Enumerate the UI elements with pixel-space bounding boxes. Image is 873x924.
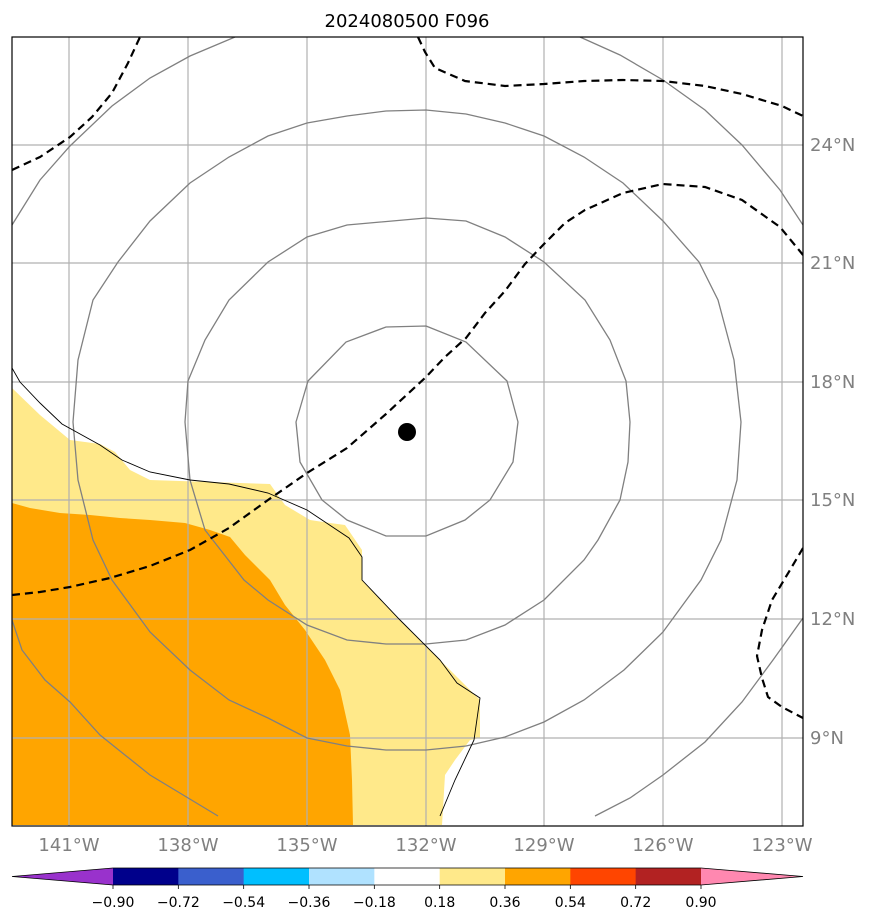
colorbar-extend-max [701, 868, 803, 885]
lat-label: 9°N [810, 728, 844, 749]
colorbar-tick-label: 0.18 [424, 895, 455, 911]
longitude-labels: 141°W 138°W 135°W 132°W 129°W 126°W 123°… [38, 835, 812, 856]
dashed-contours [12, 37, 803, 719]
lat-label: 18°N [810, 372, 855, 393]
distance-contours [12, 37, 803, 817]
lon-label: 135°W [276, 835, 337, 856]
colorbar-segment [309, 868, 375, 885]
map-frame [11, 36, 804, 827]
lat-label: 15°N [810, 490, 855, 511]
colorbar-segment [243, 868, 310, 885]
lon-label: 138°W [157, 835, 218, 856]
colorbar-segment [635, 868, 702, 885]
lon-label: 141°W [38, 835, 99, 856]
colorbar-tick-label: 0.72 [620, 895, 651, 911]
lon-label: 129°W [513, 835, 574, 856]
colorbar-tick-label: −0.54 [222, 895, 265, 911]
colorbar-tick-label: −0.72 [157, 895, 200, 911]
colorbar-tick-label: −0.90 [92, 895, 135, 911]
colorbar-tick-label: 0.90 [685, 895, 716, 911]
colorbar-tick-label: 0.54 [555, 895, 586, 911]
map-area [12, 37, 803, 826]
colorbar-tick-label: −0.36 [288, 895, 331, 911]
colorbar-extend-min [12, 868, 113, 885]
colorbar-segment [113, 868, 179, 885]
lat-label: 24°N [810, 135, 855, 156]
positive-anomaly-orange-region [12, 503, 353, 825]
storm-center-marker [398, 423, 416, 441]
colorbar-segment [439, 868, 506, 885]
colorbar-tick-label: −0.18 [353, 895, 396, 911]
gridlines [12, 37, 803, 826]
lon-label: 132°W [395, 835, 456, 856]
colorbar-segment [374, 868, 441, 885]
lon-label: 123°W [751, 835, 812, 856]
region-boundary-line [12, 367, 481, 817]
colorbar-segment [570, 868, 637, 885]
lat-label: 12°N [810, 609, 855, 630]
lat-label: 21°N [810, 253, 855, 274]
colorbar: −0.90 −0.72 −0.54 −0.36 −0.18 0.18 0.36 0.54 0.7… [11, 867, 804, 911]
colorbar-tick-label: 0.36 [489, 895, 520, 911]
figure-title: 2024080500 F096 [325, 11, 490, 32]
latitude-labels: 24°N 21°N 18°N 15°N 12°N 9°N [810, 135, 855, 749]
lon-label: 126°W [632, 835, 693, 856]
colorbar-segment [505, 868, 571, 885]
colorbar-segment [178, 868, 245, 885]
